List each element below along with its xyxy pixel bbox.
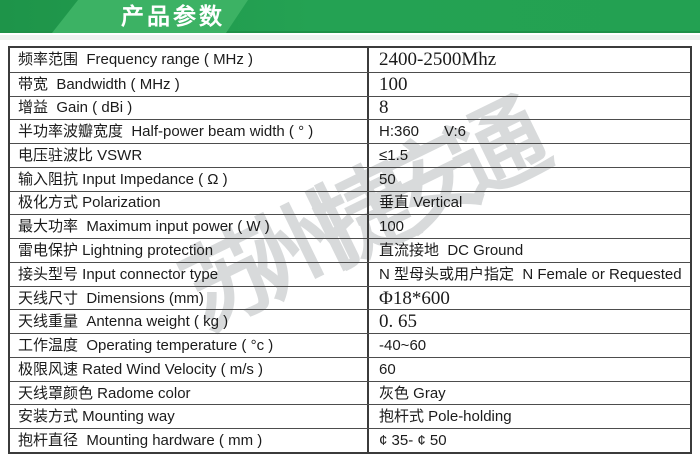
param-value: 抱杆式 Pole-holding	[367, 405, 690, 429]
table-row: 频率范围 Frequency range ( MHz ) 2400-2500Mhz	[10, 48, 690, 72]
header-accent-shape	[52, 0, 248, 33]
table-row: 接头型号 Input connector type N 型母头或用户指定 N Fe…	[10, 261, 690, 286]
param-value: Φ18*600	[367, 286, 690, 310]
table-row: 天线重量 Antenna weight ( kg ) 0. 65	[10, 309, 690, 334]
table-row: 天线罩颜色 Radome color 灰色 Gray	[10, 380, 690, 405]
table-row: 输入阻抗 Input Impedance ( Ω ) 50	[10, 166, 690, 191]
param-label: 电压驻波比 VSWR	[18, 146, 143, 164]
table-row: 极化方式 Polarization 垂直 Vertical	[10, 190, 690, 215]
table-row: 增益 Gain ( dBi ) 8	[10, 95, 690, 120]
param-value: N 型母头或用户指定 N Female or Requested	[367, 262, 690, 286]
table-row: 带宽 Bandwidth ( MHz ) 100	[10, 71, 690, 96]
param-value: H:360 V:6	[367, 120, 690, 144]
table-row: 雷电保护 Lightning protection 直流接地 DC Ground	[10, 238, 690, 262]
page-title: 产品参数	[121, 3, 225, 29]
param-value: 50	[367, 167, 690, 191]
param-value: ≤1.5	[367, 144, 690, 167]
param-label: 雷电保护 Lightning protection	[18, 241, 214, 259]
param-label: 抱杆直径 Mounting hardware ( mm )	[18, 432, 263, 450]
header-bar: 产品参数	[0, 0, 700, 33]
param-value: 60	[367, 357, 690, 381]
param-value: -40~60	[367, 334, 690, 357]
param-value: 灰色 Gray	[367, 381, 690, 405]
table-row: 最大功率 Maximum input power ( W ) 100	[10, 214, 690, 239]
table-row: 电压驻波比 VSWR ≤1.5	[10, 143, 690, 167]
param-value: 垂直 Vertical	[367, 191, 690, 215]
table-row: 安装方式 Mounting way 抱杆式 Pole-holding	[10, 404, 690, 429]
param-label: 带宽 Bandwidth ( MHz )	[18, 75, 180, 93]
table-row: 天线尺寸 Dimensions (mm) Φ18*600	[10, 285, 690, 310]
table-row: 半功率波瓣宽度 Half-power beam width ( ° ) H:360…	[10, 119, 690, 144]
table-row: 工作温度 Operating temperature ( °c ) -40~60	[10, 333, 690, 357]
table-row: 极限风速 Rated Wind Velocity ( m/s ) 60	[10, 356, 690, 381]
param-label: 天线重量 Antenna weight ( kg )	[18, 313, 229, 331]
header-divider-strip	[0, 35, 700, 40]
param-value: ¢ 35- ¢ 50	[367, 429, 690, 452]
param-label: 接头型号 Input connector type	[18, 265, 219, 283]
param-label: 半功率波瓣宽度 Half-power beam width ( ° )	[18, 123, 314, 141]
param-label: 天线尺寸 Dimensions (mm)	[18, 289, 204, 307]
param-value: 100	[367, 72, 690, 96]
param-value: 100	[367, 215, 690, 239]
param-label: 工作温度 Operating temperature ( °c )	[18, 337, 274, 355]
param-value: 2400-2500Mhz	[367, 48, 690, 72]
param-label: 极限风速 Rated Wind Velocity ( m/s )	[18, 360, 264, 378]
param-label: 安装方式 Mounting way	[18, 408, 175, 426]
param-label: 频率范围 Frequency range ( MHz )	[18, 51, 254, 69]
parameters-table: 频率范围 Frequency range ( MHz ) 2400-2500Mhz…	[8, 46, 692, 454]
param-label: 天线罩颜色 Radome color	[18, 384, 191, 402]
param-label: 输入阻抗 Input Impedance ( Ω )	[18, 170, 228, 188]
param-value: 0. 65	[367, 310, 690, 334]
param-label: 极化方式 Polarization	[18, 194, 161, 212]
param-value: 8	[367, 96, 690, 120]
table-row: 抱杆直径 Mounting hardware ( mm ) ¢ 35- ¢ 50	[10, 428, 690, 452]
param-label: 最大功率 Maximum input power ( W )	[18, 218, 270, 236]
param-label: 增益 Gain ( dBi )	[18, 99, 133, 117]
param-value: 直流接地 DC Ground	[367, 239, 690, 262]
